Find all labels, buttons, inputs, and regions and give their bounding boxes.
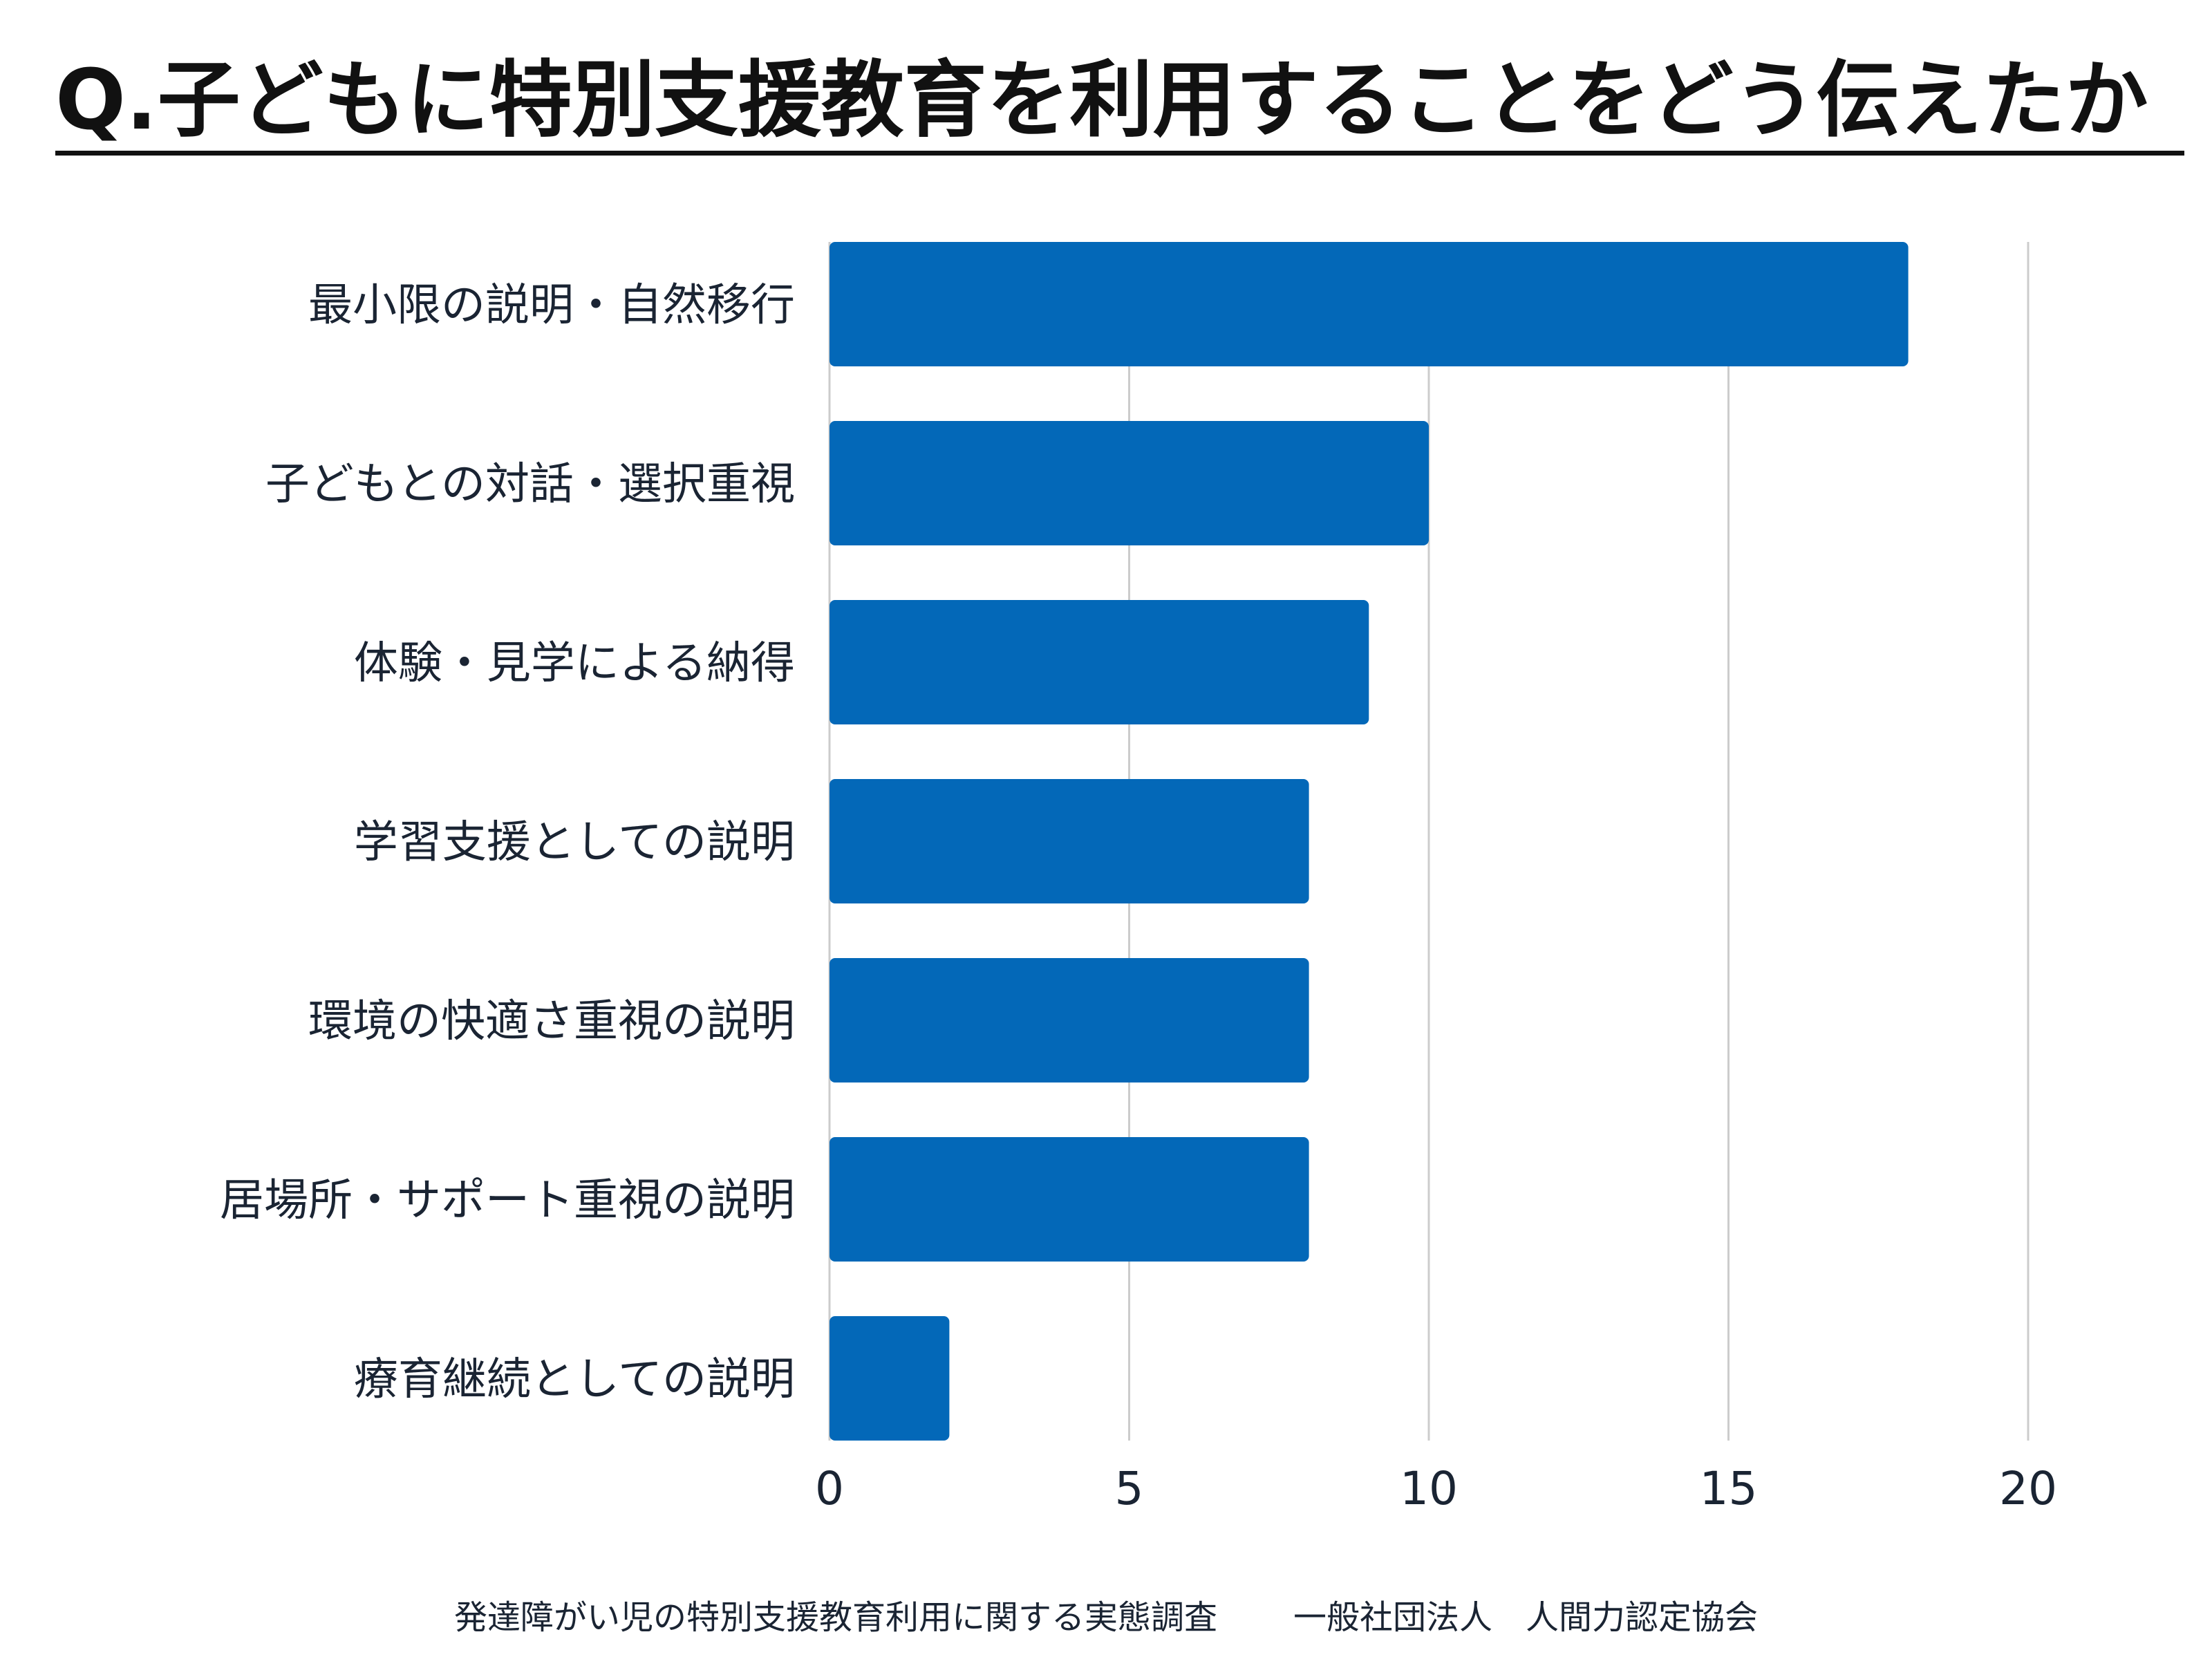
bar [830, 242, 1909, 366]
title-underline [55, 151, 2184, 156]
category-label: 環境の快適さ重視の説明 [308, 996, 795, 1047]
category-label: 最小限の説明・自然移行 [308, 280, 795, 331]
x-tick-label: 15 [1700, 1462, 1758, 1515]
x-tick-label: 5 [1115, 1462, 1144, 1515]
bar [830, 1137, 1309, 1262]
bar [830, 421, 1429, 545]
bar [830, 958, 1309, 1082]
category-labels: 最小限の説明・自然移行子どもとの対話・選択重視体験・見学による納得学習支援として… [220, 280, 795, 1405]
chart-title: Q.子どもに特別支援教育を利用することをどう伝えたか [55, 53, 2148, 149]
x-tick-label: 10 [1400, 1462, 1458, 1515]
x-tick-label: 0 [815, 1462, 844, 1515]
x-tick-label: 20 [1999, 1462, 2057, 1515]
bars [830, 242, 1909, 1441]
x-tick-labels: 0 5 10 15 20 [815, 1462, 2057, 1515]
footer-organization: 一般社団法人 人間力認定協会 [1293, 1598, 1759, 1637]
bar [830, 1316, 950, 1441]
category-label: 療育継続としての説明 [354, 1354, 795, 1405]
category-label: 居場所・サポート重視の説明 [220, 1175, 795, 1226]
footer-source: 発達障がい児の特別支援教育利用に関する実態調査 一般社団法人 人間力認定協会 [0, 1590, 2212, 1638]
bar [830, 779, 1309, 903]
category-label: 体験・見学による納得 [354, 638, 795, 689]
footer-survey: 発達障がい児の特別支援教育利用に関する実態調査 [453, 1598, 1217, 1637]
bar [830, 600, 1369, 724]
category-label: 学習支援としての説明 [354, 817, 795, 868]
category-label: 子どもとの対話・選択重視 [265, 459, 795, 510]
